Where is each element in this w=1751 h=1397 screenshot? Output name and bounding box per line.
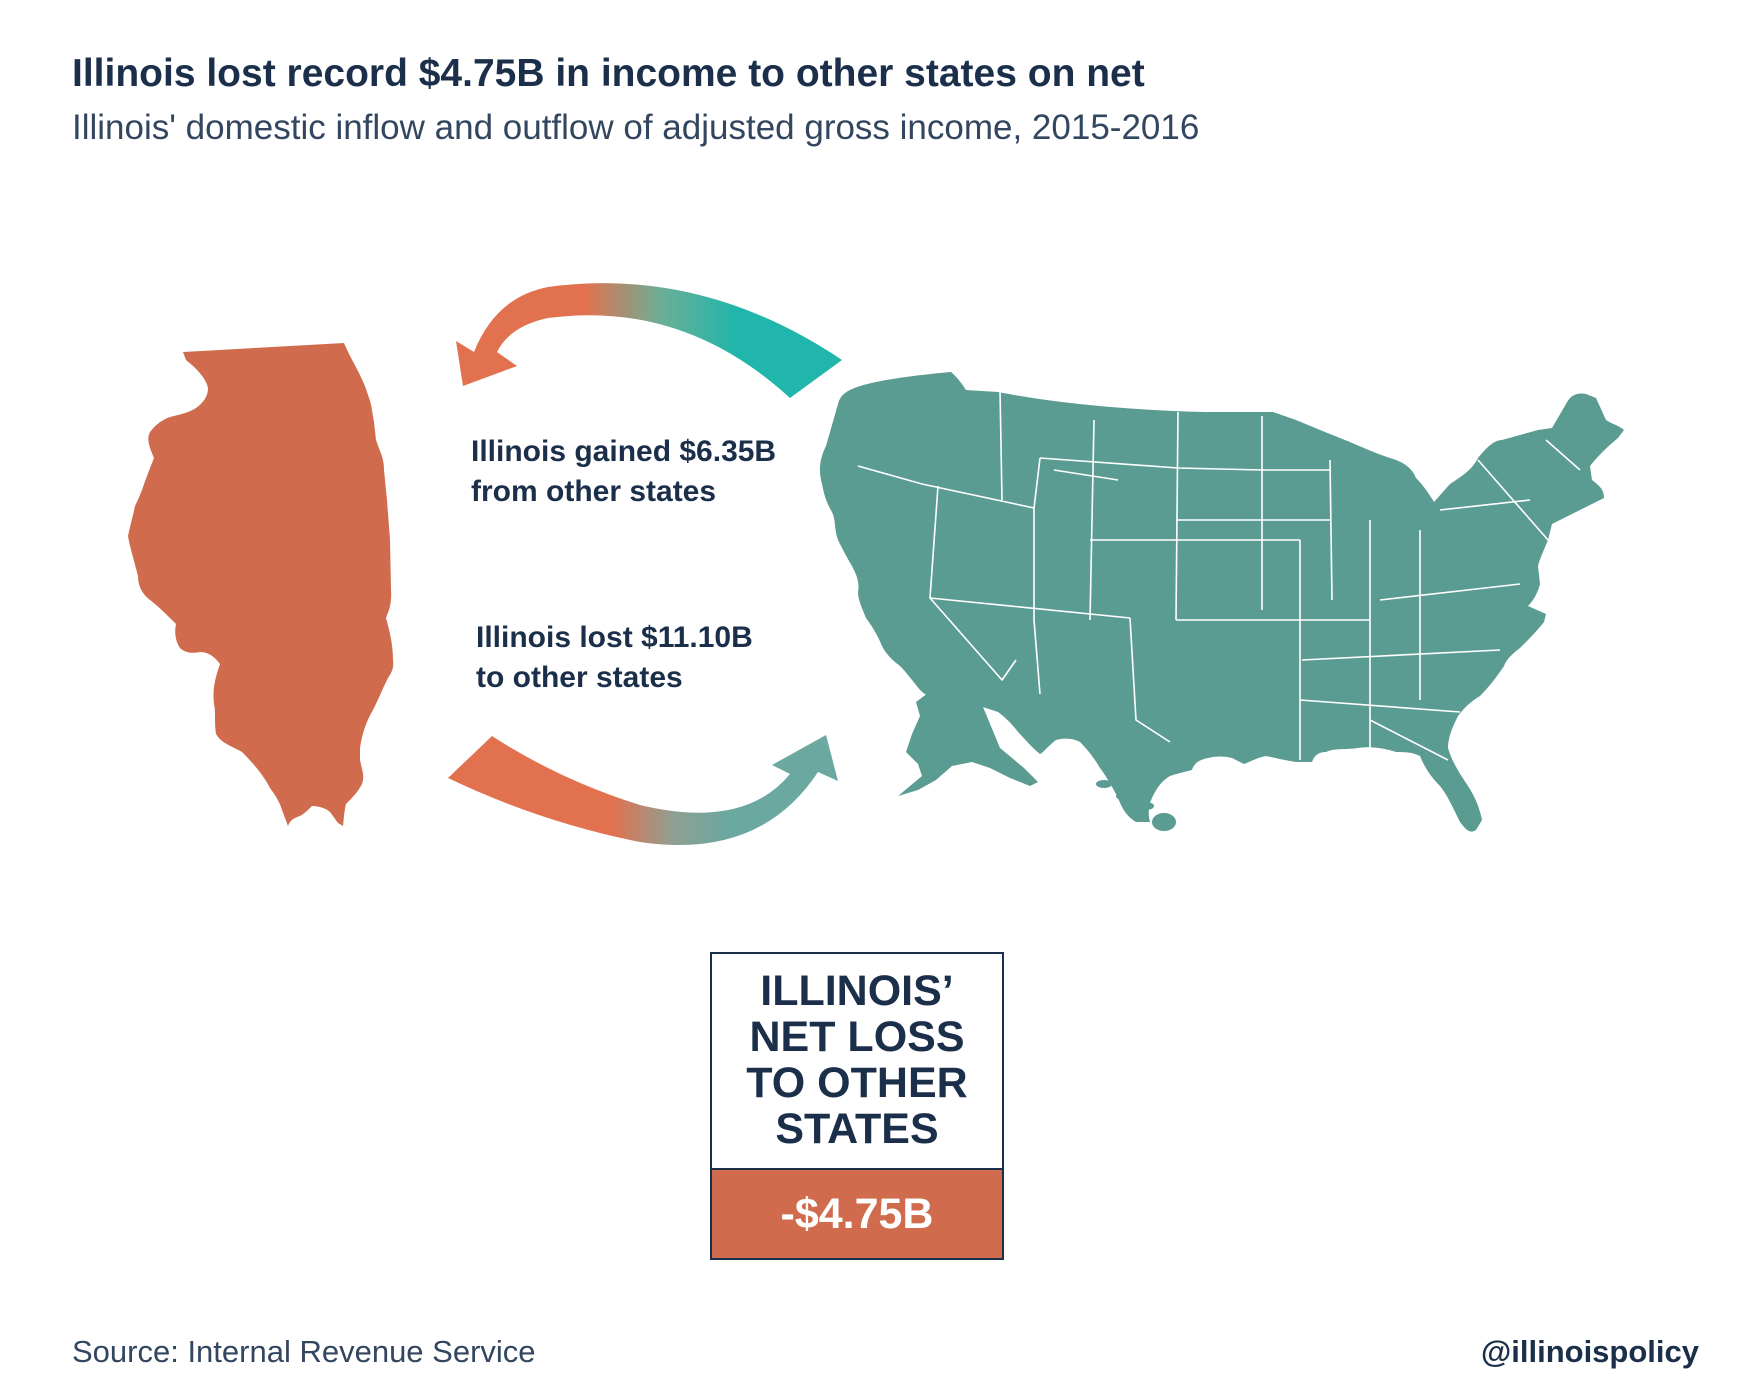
inflow-label-line-1: Illinois gained $6.35B	[471, 435, 777, 468]
outflow-label-line-2: to other states	[476, 661, 683, 694]
net-loss-heading-line-3: TO OTHER	[746, 1059, 968, 1107]
outflow-arrow	[448, 735, 838, 846]
page-subtitle: Illinois' domestic inflow and outflow of…	[72, 108, 1200, 147]
us-map-shape	[819, 372, 1624, 832]
outflow-label: Illinois lost $11.10B to other states	[476, 618, 753, 698]
page-title: Illinois lost record $4.75B in income to…	[72, 52, 1145, 95]
inflow-label-line-2: from other states	[471, 475, 717, 508]
net-loss-heading-line-4: STATES	[775, 1105, 939, 1153]
us-state-borders	[857, 389, 1581, 761]
outflow-label-line-1: Illinois lost $11.10B	[476, 621, 753, 654]
inflow-label: Illinois gained $6.35B from other states	[471, 432, 776, 512]
illinois-state-shape	[128, 343, 394, 826]
net-loss-heading-line-1: ILLINOIS’	[760, 967, 954, 1015]
net-loss-heading: ILLINOIS’ NET LOSS TO OTHER STATES	[712, 968, 1002, 1152]
social-handle: @illinoispolicy	[1481, 1334, 1699, 1369]
net-loss-box: ILLINOIS’ NET LOSS TO OTHER STATES -$4.7…	[710, 952, 1004, 1260]
net-loss-heading-line-2: NET LOSS	[749, 1013, 965, 1061]
net-loss-value: -$4.75B	[712, 1168, 1002, 1258]
source-note: Source: Internal Revenue Service	[72, 1334, 536, 1369]
inflow-arrow	[456, 283, 842, 398]
